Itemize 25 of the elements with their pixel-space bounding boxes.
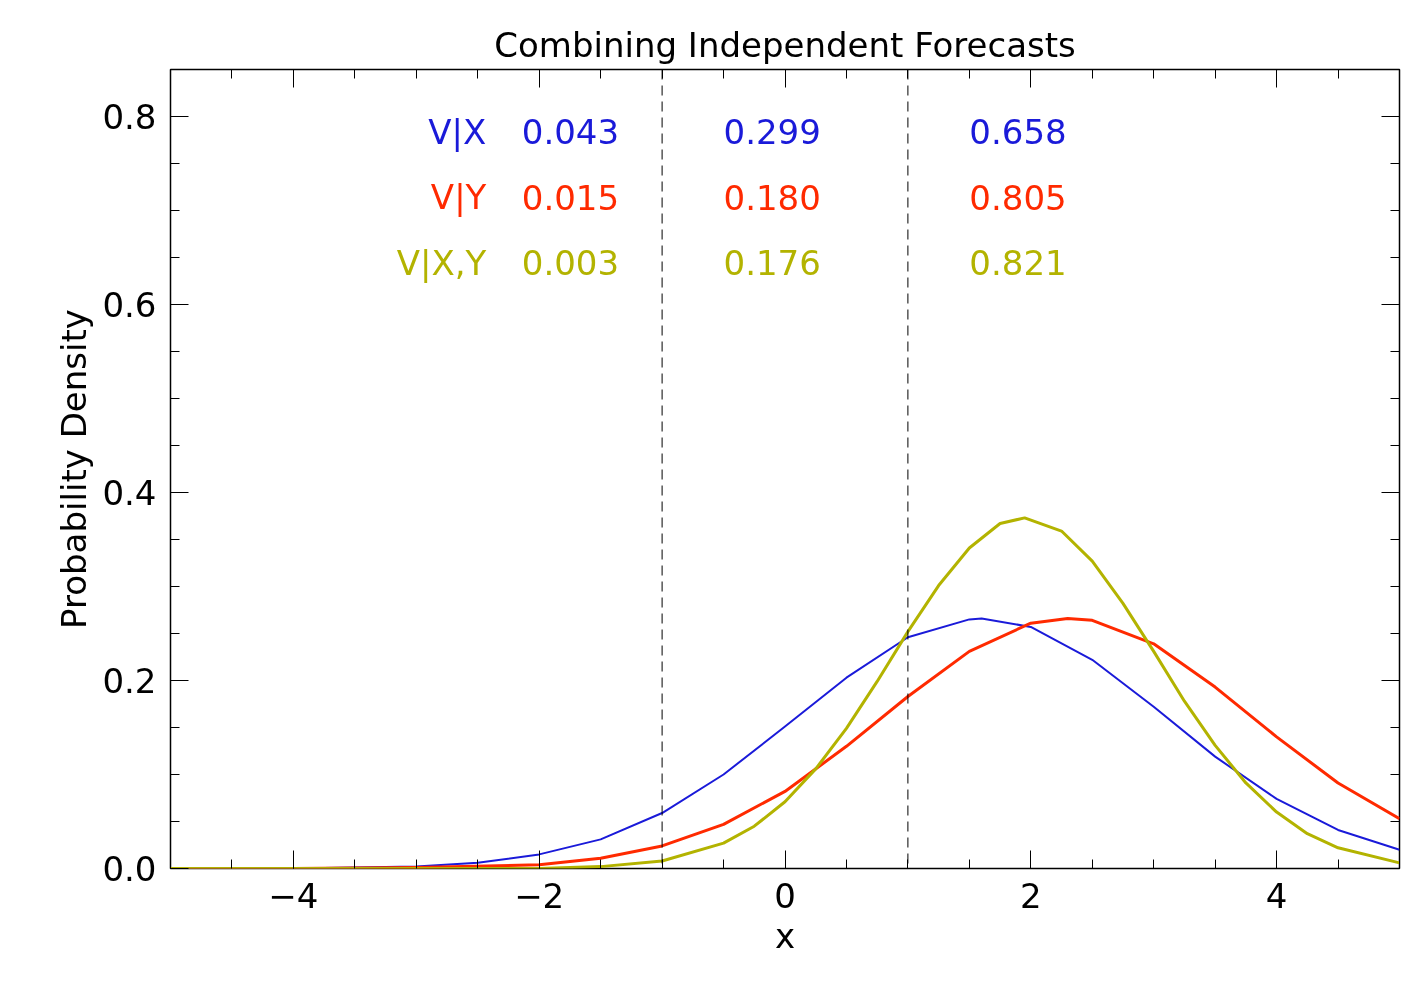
- y-tick-label: 0.6: [102, 285, 157, 325]
- y-tick-label: 0.2: [102, 661, 157, 701]
- y-tick-label: 0.8: [102, 97, 157, 137]
- y-tick-label: 0.0: [102, 849, 157, 889]
- annotation: V|X,Y: [396, 242, 487, 283]
- annotation: 0.043: [521, 112, 620, 153]
- x-tick-label: 0: [774, 875, 796, 916]
- annotation: 0.003: [521, 243, 620, 284]
- x-tick-label: 4: [1265, 875, 1288, 916]
- annotation: 0.176: [723, 243, 821, 284]
- annotation: 0.805: [969, 177, 1067, 218]
- annotation: 0.180: [723, 177, 821, 218]
- x-tick-label: 2: [1019, 875, 1042, 916]
- x-tick-label: −4: [268, 875, 319, 916]
- chart-title: Combining Independent Forecasts: [494, 24, 1076, 65]
- annotation: V|Y: [430, 177, 487, 218]
- y-tick-label: 0.4: [102, 473, 157, 513]
- y-axis-title: Probability Density: [54, 309, 95, 629]
- annotation: V|X: [428, 111, 487, 152]
- annotation: 0.015: [521, 177, 620, 218]
- x-axis-title: x: [774, 915, 796, 956]
- annotation: 0.299: [723, 112, 821, 153]
- annotation: 0.658: [969, 112, 1067, 153]
- annotation: 0.821: [969, 243, 1067, 284]
- x-tick-label: −2: [514, 875, 565, 916]
